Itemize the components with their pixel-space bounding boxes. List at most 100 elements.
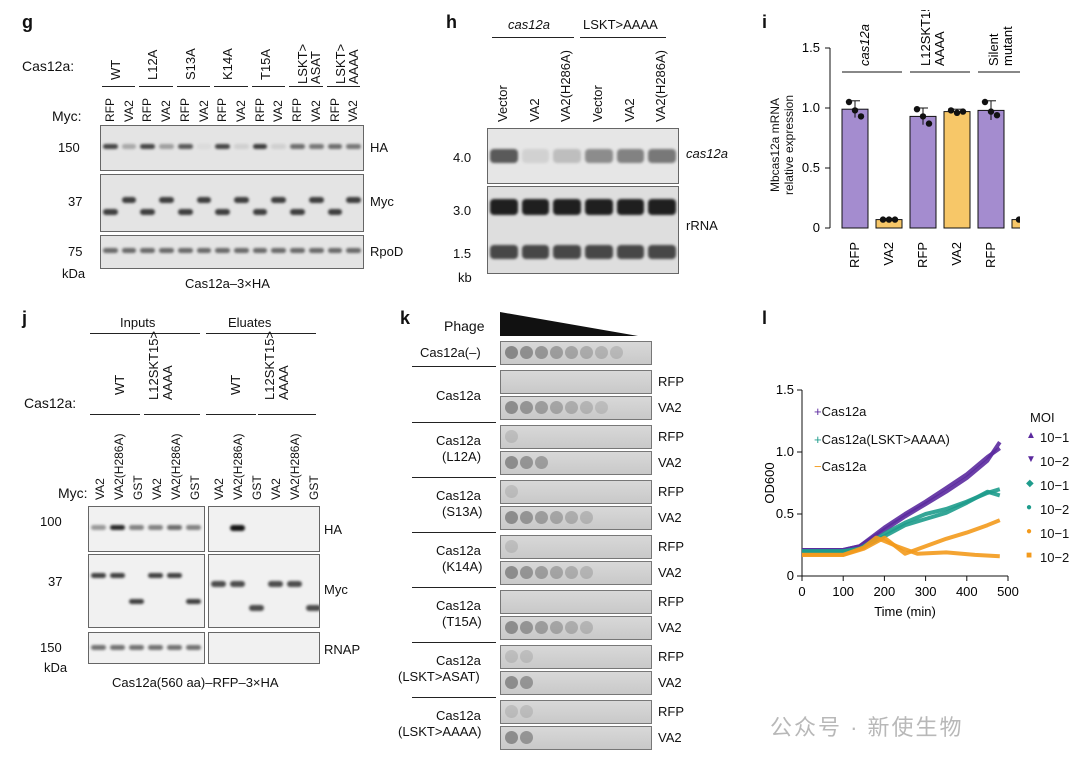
band <box>308 144 324 149</box>
variant-underline <box>214 86 248 87</box>
x-tick-label: 0 <box>798 584 805 599</box>
plaque-spot <box>505 430 518 443</box>
band <box>167 645 182 650</box>
blot-label-ha-j: HA <box>324 522 343 537</box>
control-divider <box>412 366 496 367</box>
band <box>103 209 118 215</box>
strain-label: (K14A) <box>442 559 483 574</box>
plaque-spot <box>520 650 533 663</box>
plate-va2 <box>500 451 652 475</box>
caption-j: Cas12a(560 aa)–RFP–3×HA <box>112 675 279 690</box>
data-point <box>953 109 961 117</box>
band <box>159 248 174 253</box>
chart-i: 0 0.5 1.0 1.5 RFP VA2 RFP VA2 RFP VA2 cas12a L12SKT… <box>802 10 1020 268</box>
lane-label-j: VA2 <box>212 478 226 500</box>
x-tick-label: VA2 <box>1017 242 1020 266</box>
plaque-spot <box>550 401 563 414</box>
band <box>252 248 268 253</box>
band <box>290 144 305 149</box>
band <box>308 248 324 253</box>
group-underline-1 <box>492 37 574 38</box>
plaque-spot <box>550 511 563 524</box>
strain-label: Cas12a <box>436 708 481 723</box>
band <box>585 245 613 259</box>
cas12a-row-label: Cas12a: <box>22 58 75 74</box>
band <box>177 209 193 215</box>
data-point <box>981 98 989 106</box>
strain-label: (LSKT>AAAA) <box>398 724 482 739</box>
y-tick-label: 1.0 <box>802 100 820 115</box>
phage-label: Phage <box>444 318 485 334</box>
band <box>553 149 581 163</box>
panel-label-h: h <box>446 12 457 32</box>
lane-label-h: VA2(H286A) <box>653 49 669 122</box>
marker-37: 37 <box>68 194 83 209</box>
band <box>585 149 613 163</box>
plate-rfp <box>500 480 652 504</box>
genotype-underline <box>144 414 200 415</box>
band <box>167 573 182 578</box>
genotype-label: WT <box>112 374 127 395</box>
variant-label: S13A <box>182 48 198 80</box>
strain-label: Cas12a <box>436 653 481 668</box>
data-point <box>925 120 933 127</box>
band <box>140 144 156 149</box>
panel-label-j: j <box>22 308 28 328</box>
band <box>268 581 283 587</box>
band <box>230 581 245 587</box>
kda-label: kDa <box>62 266 86 281</box>
y-tick-label: 1.5 <box>776 382 794 397</box>
caption-g: Cas12a–3×HA <box>185 276 270 291</box>
plaque-spot <box>535 566 548 579</box>
strain-label: Cas12a <box>436 388 481 403</box>
band <box>186 645 201 650</box>
plaque-spot <box>580 401 593 414</box>
lane-label-j: VA2(H286A) <box>169 433 183 500</box>
data-point <box>947 107 955 114</box>
strain-label: Cas12a <box>436 598 481 613</box>
row-label-rfp: RFP <box>658 704 684 719</box>
panel-label-i: i <box>762 12 768 32</box>
panel-label-l: l <box>762 308 768 328</box>
blot-label-cas12a: cas12a <box>686 146 728 161</box>
plate-va2 <box>500 726 652 750</box>
x-tick-label: 500 <box>997 584 1019 599</box>
row-label-va2: VA2 <box>658 675 682 690</box>
band <box>186 599 201 604</box>
band <box>159 197 174 203</box>
band <box>648 149 676 163</box>
x-tick-label: VA2 <box>949 242 964 266</box>
marker-4.0: 4.0 <box>453 150 472 165</box>
genotype-label: L12SKT15> <box>262 330 277 400</box>
kda-label-j: kDa <box>44 660 68 675</box>
plaque-spot <box>550 346 563 359</box>
plate-va2 <box>500 561 652 585</box>
plate-va2 <box>500 671 652 695</box>
strain-label: (L12A) <box>442 449 482 464</box>
band <box>287 581 302 587</box>
blot-label-rrna: rRNA <box>686 218 718 233</box>
row-label-va2: VA2 <box>658 620 682 635</box>
group-label: AAAA <box>932 31 947 66</box>
y-tick-label: 0 <box>787 568 794 583</box>
lane-label: RFP <box>103 98 117 122</box>
lane-label-h: Vector <box>590 85 605 122</box>
strain-divider <box>412 697 496 698</box>
strain-divider <box>412 532 496 533</box>
band <box>186 525 201 530</box>
lane-label-j: VA2(H286A) <box>288 433 302 500</box>
moi-marker: ● <box>1026 502 1033 513</box>
plaque-spot <box>565 621 578 634</box>
band <box>196 144 212 149</box>
band <box>234 144 249 149</box>
band <box>110 525 125 530</box>
panel-label-k: k <box>400 308 411 328</box>
band <box>110 573 125 578</box>
x-tick-label: 200 <box>874 584 896 599</box>
legend-lskt: +Cas12a(LSKT>AAAA) <box>814 432 950 447</box>
data-point <box>919 113 927 120</box>
band <box>553 199 581 215</box>
data-point <box>913 106 921 113</box>
plate-rfp <box>500 590 652 614</box>
band <box>271 197 287 203</box>
